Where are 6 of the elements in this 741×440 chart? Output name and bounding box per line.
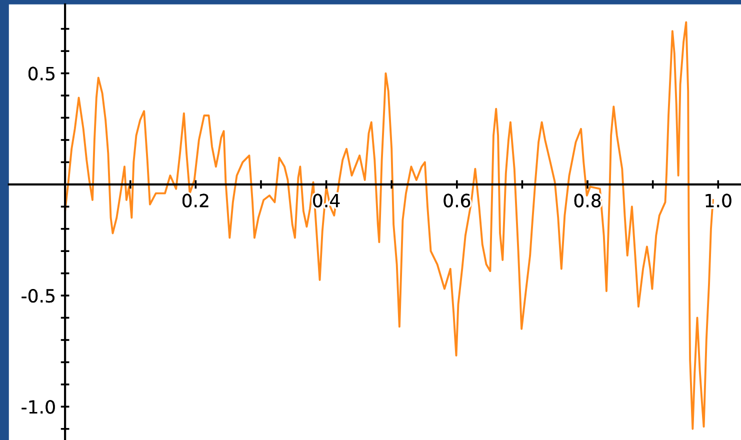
x-tick-label: 0.6 <box>444 194 470 208</box>
x-tick-label: 1.0 <box>706 194 732 208</box>
x-tick-label: 0.2 <box>182 194 208 208</box>
y-tick-label: 0.5 <box>28 66 54 80</box>
y-tick-label: -1.0 <box>22 400 55 414</box>
y-tick-label: -0.5 <box>22 289 54 303</box>
